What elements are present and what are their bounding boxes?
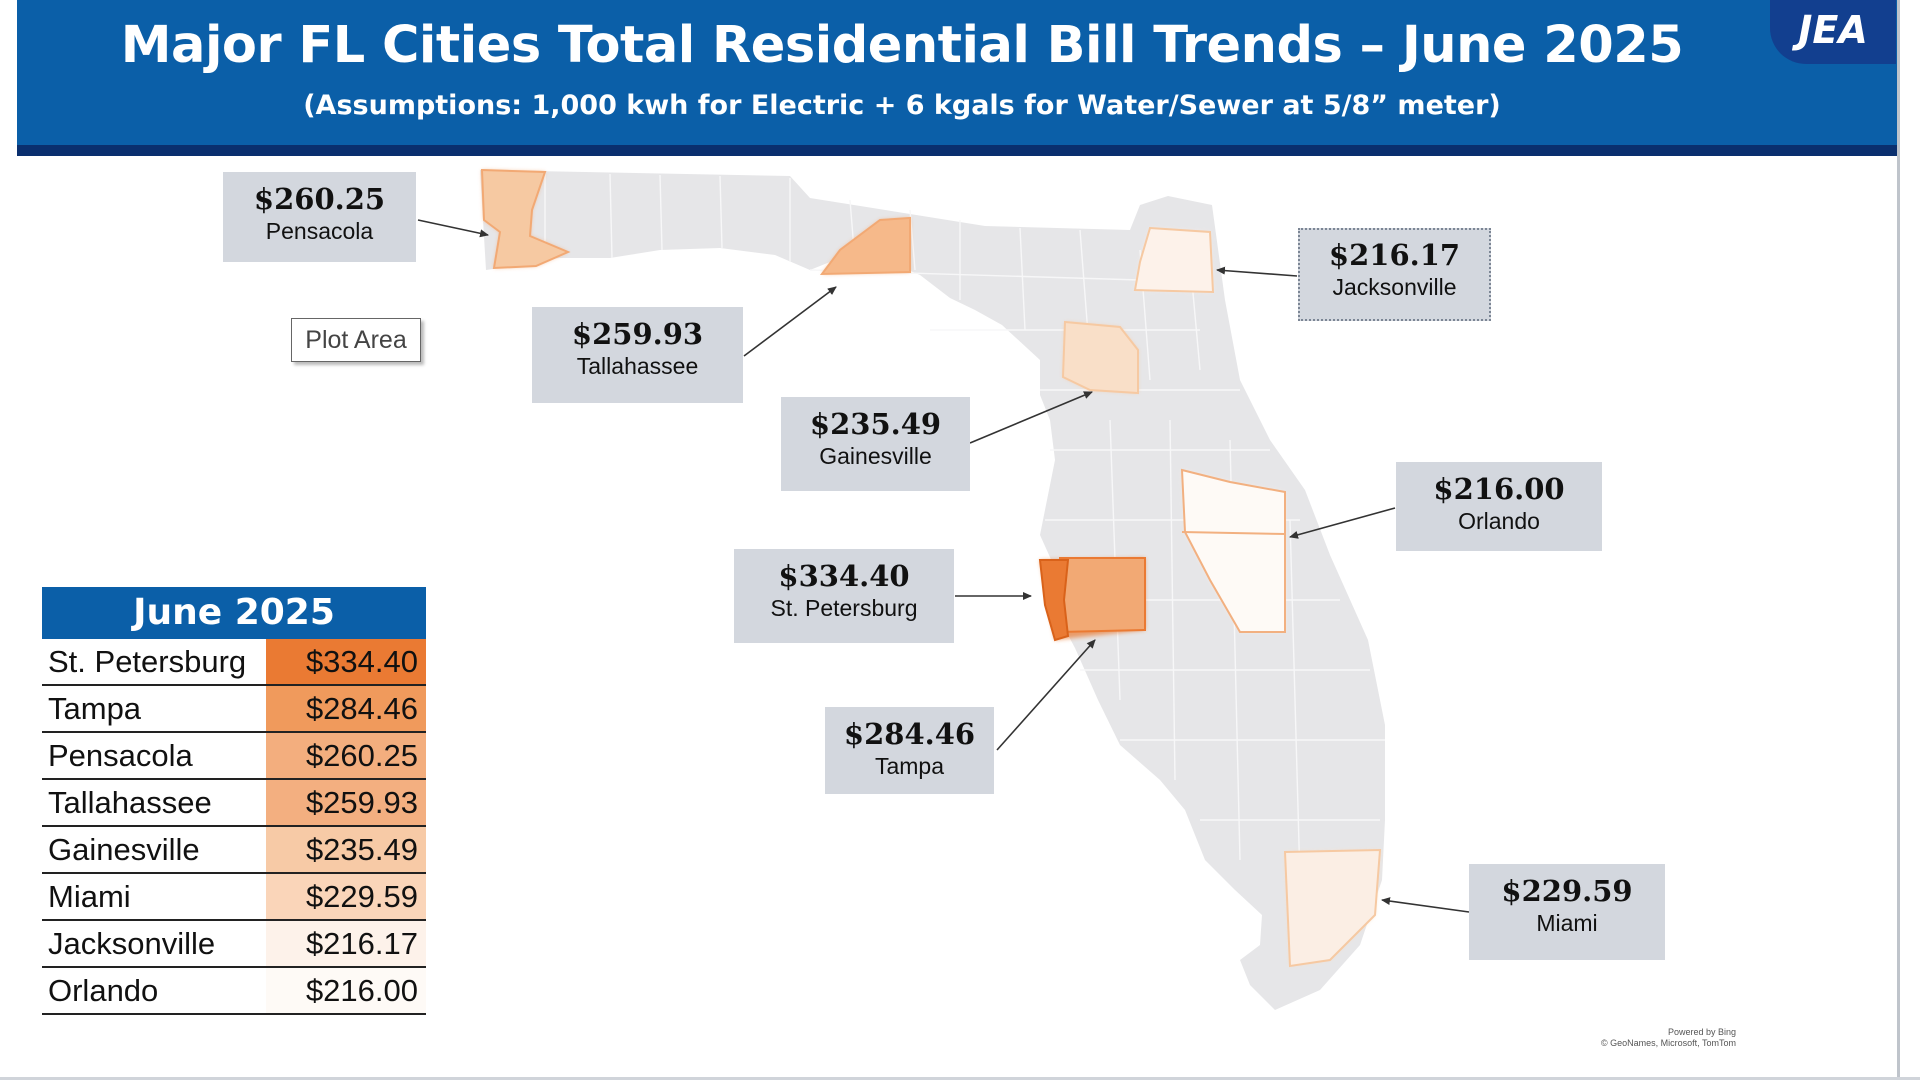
orlando-region-divider [1181,531,1286,535]
callout-value: $216.17 [1328,238,1461,272]
table-value-cell: $229.59 [265,874,426,919]
callout-tampa: $284.46 Tampa [825,707,994,794]
tampa-region[interactable] [1059,557,1146,634]
table-value-cell: $259.93 [265,780,426,825]
gainesville-arrow [969,391,1093,444]
table-row: Tallahassee $259.93 [42,780,426,827]
map-credit: Powered by Bing © GeoNames, Microsoft, T… [1570,1027,1736,1049]
callout-pensacola: $260.25 Pensacola [223,172,416,262]
pensacola-arrow [417,219,489,238]
callout-st-petersburg: $334.40 St. Petersburg [734,549,954,643]
table-header: June 2025 [42,587,426,639]
table-row: Gainesville $235.49 [42,827,426,874]
florida-state-shape [480,170,1385,1010]
table-value-cell: $216.17 [265,921,426,966]
callout-miami: $229.59 Miami [1469,864,1665,960]
table-city-cell: Tallahassee [48,785,212,820]
callout-value: $334.40 [778,559,910,593]
tampa-arrow [996,639,1096,751]
table-city-cell: Tampa [48,691,142,726]
table-body: St. Petersburg $334.40 Tampa $284.46 Pensaco… [42,639,426,1015]
header-banner [17,0,1897,145]
callout-value: $284.46 [843,717,976,751]
miami-region[interactable] [1283,848,1382,968]
header-divider [17,145,1897,156]
table-value-cell: $334.40 [265,639,426,684]
table-value-cell: $284.46 [265,686,426,731]
callout-value: $235.49 [809,407,942,441]
tallahassee-arrow [743,286,837,357]
credit-sources: © GeoNames, Microsoft, TomTom [1601,1038,1736,1048]
table-city-cell: Gainesville [48,832,200,867]
table-city-cell: Orlando [48,973,159,1008]
slide-edge-bottom [0,1077,1920,1080]
table-row: Miami $229.59 [42,874,426,921]
callout-gainesville: $235.49 Gainesville [781,397,970,491]
table-city-cell: Jacksonville [48,926,216,961]
table-city-cell: St. Petersburg [48,644,247,679]
orlando-arrow [1289,507,1396,539]
slide-edge [1897,0,1900,1080]
table-city-cell: Pensacola [48,738,193,773]
callout-value: $229.59 [1501,874,1633,908]
credit-powered-by: Powered by Bing [1667,1027,1736,1037]
table-row: Jacksonville $216.17 [42,921,426,968]
jacksonville-region[interactable] [1133,226,1215,294]
callout-city: Miami [1536,910,1598,936]
callout-city: Gainesville [819,443,932,469]
page-title: Major FL Cities Total Residential Bill T… [120,16,1684,75]
callout-city: Jacksonville [1332,274,1457,300]
callout-city: Orlando [1458,508,1540,534]
callout-orlando: $216.00 Orlando [1396,462,1602,551]
city-regions [480,168,1382,968]
callout-value: $259.93 [571,317,704,351]
jacksonville-arrow [1216,266,1298,277]
callout-city: Pensacola [265,218,374,244]
orlando-region[interactable] [1180,468,1286,633]
callout-value: $260.25 [253,182,386,216]
callout-arrows [417,219,1470,913]
callout-jacksonville: $216.17 Jacksonville [1298,228,1491,321]
plot-area-tooltip: Plot Area [291,318,421,362]
table-value-cell: $260.25 [265,733,426,778]
table-row: Orlando $216.00 [42,968,426,1015]
callout-city: St. Petersburg [770,595,918,621]
callout-value: $216.00 [1433,472,1565,506]
miami-arrow [1381,897,1470,913]
callout-tallahassee: $259.93 Tallahassee [532,307,743,403]
callout-city: Tampa [874,753,945,779]
bill-summary-table: June 2025 St. Petersburg $334.40 Tampa $284… [42,587,426,1015]
table-row: St. Petersburg $334.40 [42,639,426,686]
table-row: Pensacola $260.25 [42,733,426,780]
table-row: Tampa $284.46 [42,686,426,733]
pensacola-region[interactable] [480,168,571,270]
page-subtitle: (Assumptions: 1,000 kwh for Electric + 6… [303,90,1501,121]
table-city-cell: Miami [48,879,131,914]
table-value-cell: $216.00 [265,968,426,1013]
st-petersburg-region[interactable] [1038,559,1070,642]
tallahassee-region[interactable] [819,216,911,276]
gainesville-region[interactable] [1061,320,1139,395]
table-value-cell: $235.49 [265,827,426,872]
callout-city: Tallahassee [576,353,699,379]
jea-logo: JEA [1770,0,1896,64]
